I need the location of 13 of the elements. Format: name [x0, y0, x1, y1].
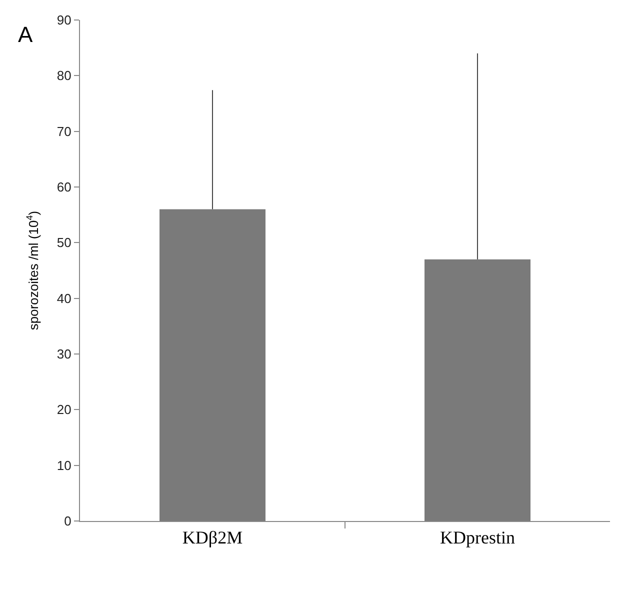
- y-tick-label: 60: [56, 180, 72, 195]
- x-tick-label: KDprestin: [440, 528, 515, 548]
- y-tick-label: 90: [56, 12, 72, 28]
- y-tick-label: 80: [56, 68, 72, 84]
- y-tick-label: 30: [56, 346, 72, 362]
- text: A: [18, 22, 33, 47]
- y-tick-label: 70: [56, 124, 72, 139]
- x-tick-label: KDβ2M: [182, 528, 243, 548]
- y-tick-label: 10: [56, 458, 72, 473]
- y-tick-label: 0: [64, 514, 72, 529]
- y-tick-label: 20: [56, 402, 72, 418]
- y-tick-label: 40: [56, 290, 72, 306]
- y-tick-label: 50: [56, 235, 72, 250]
